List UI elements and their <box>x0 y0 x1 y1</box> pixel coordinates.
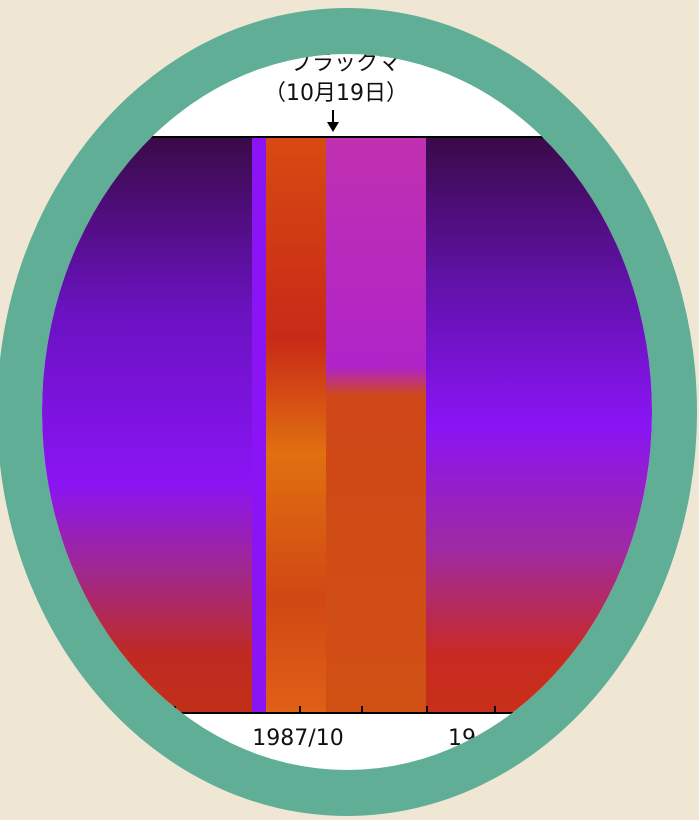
heatmap-peak <box>326 137 426 713</box>
heatmap-edge <box>252 137 266 713</box>
annotation-date: （10月19日） <box>264 81 408 106</box>
x-label: /7 <box>111 726 132 751</box>
x-label: 1987/10 <box>252 726 343 751</box>
heatmap-middle <box>266 137 326 713</box>
page: /7 1987/10 19 ブラックマ （10月19日） (() => { co… <box>0 0 699 820</box>
screenshot: /7 1987/10 19 ブラックマ （10月19日） <box>0 0 699 820</box>
